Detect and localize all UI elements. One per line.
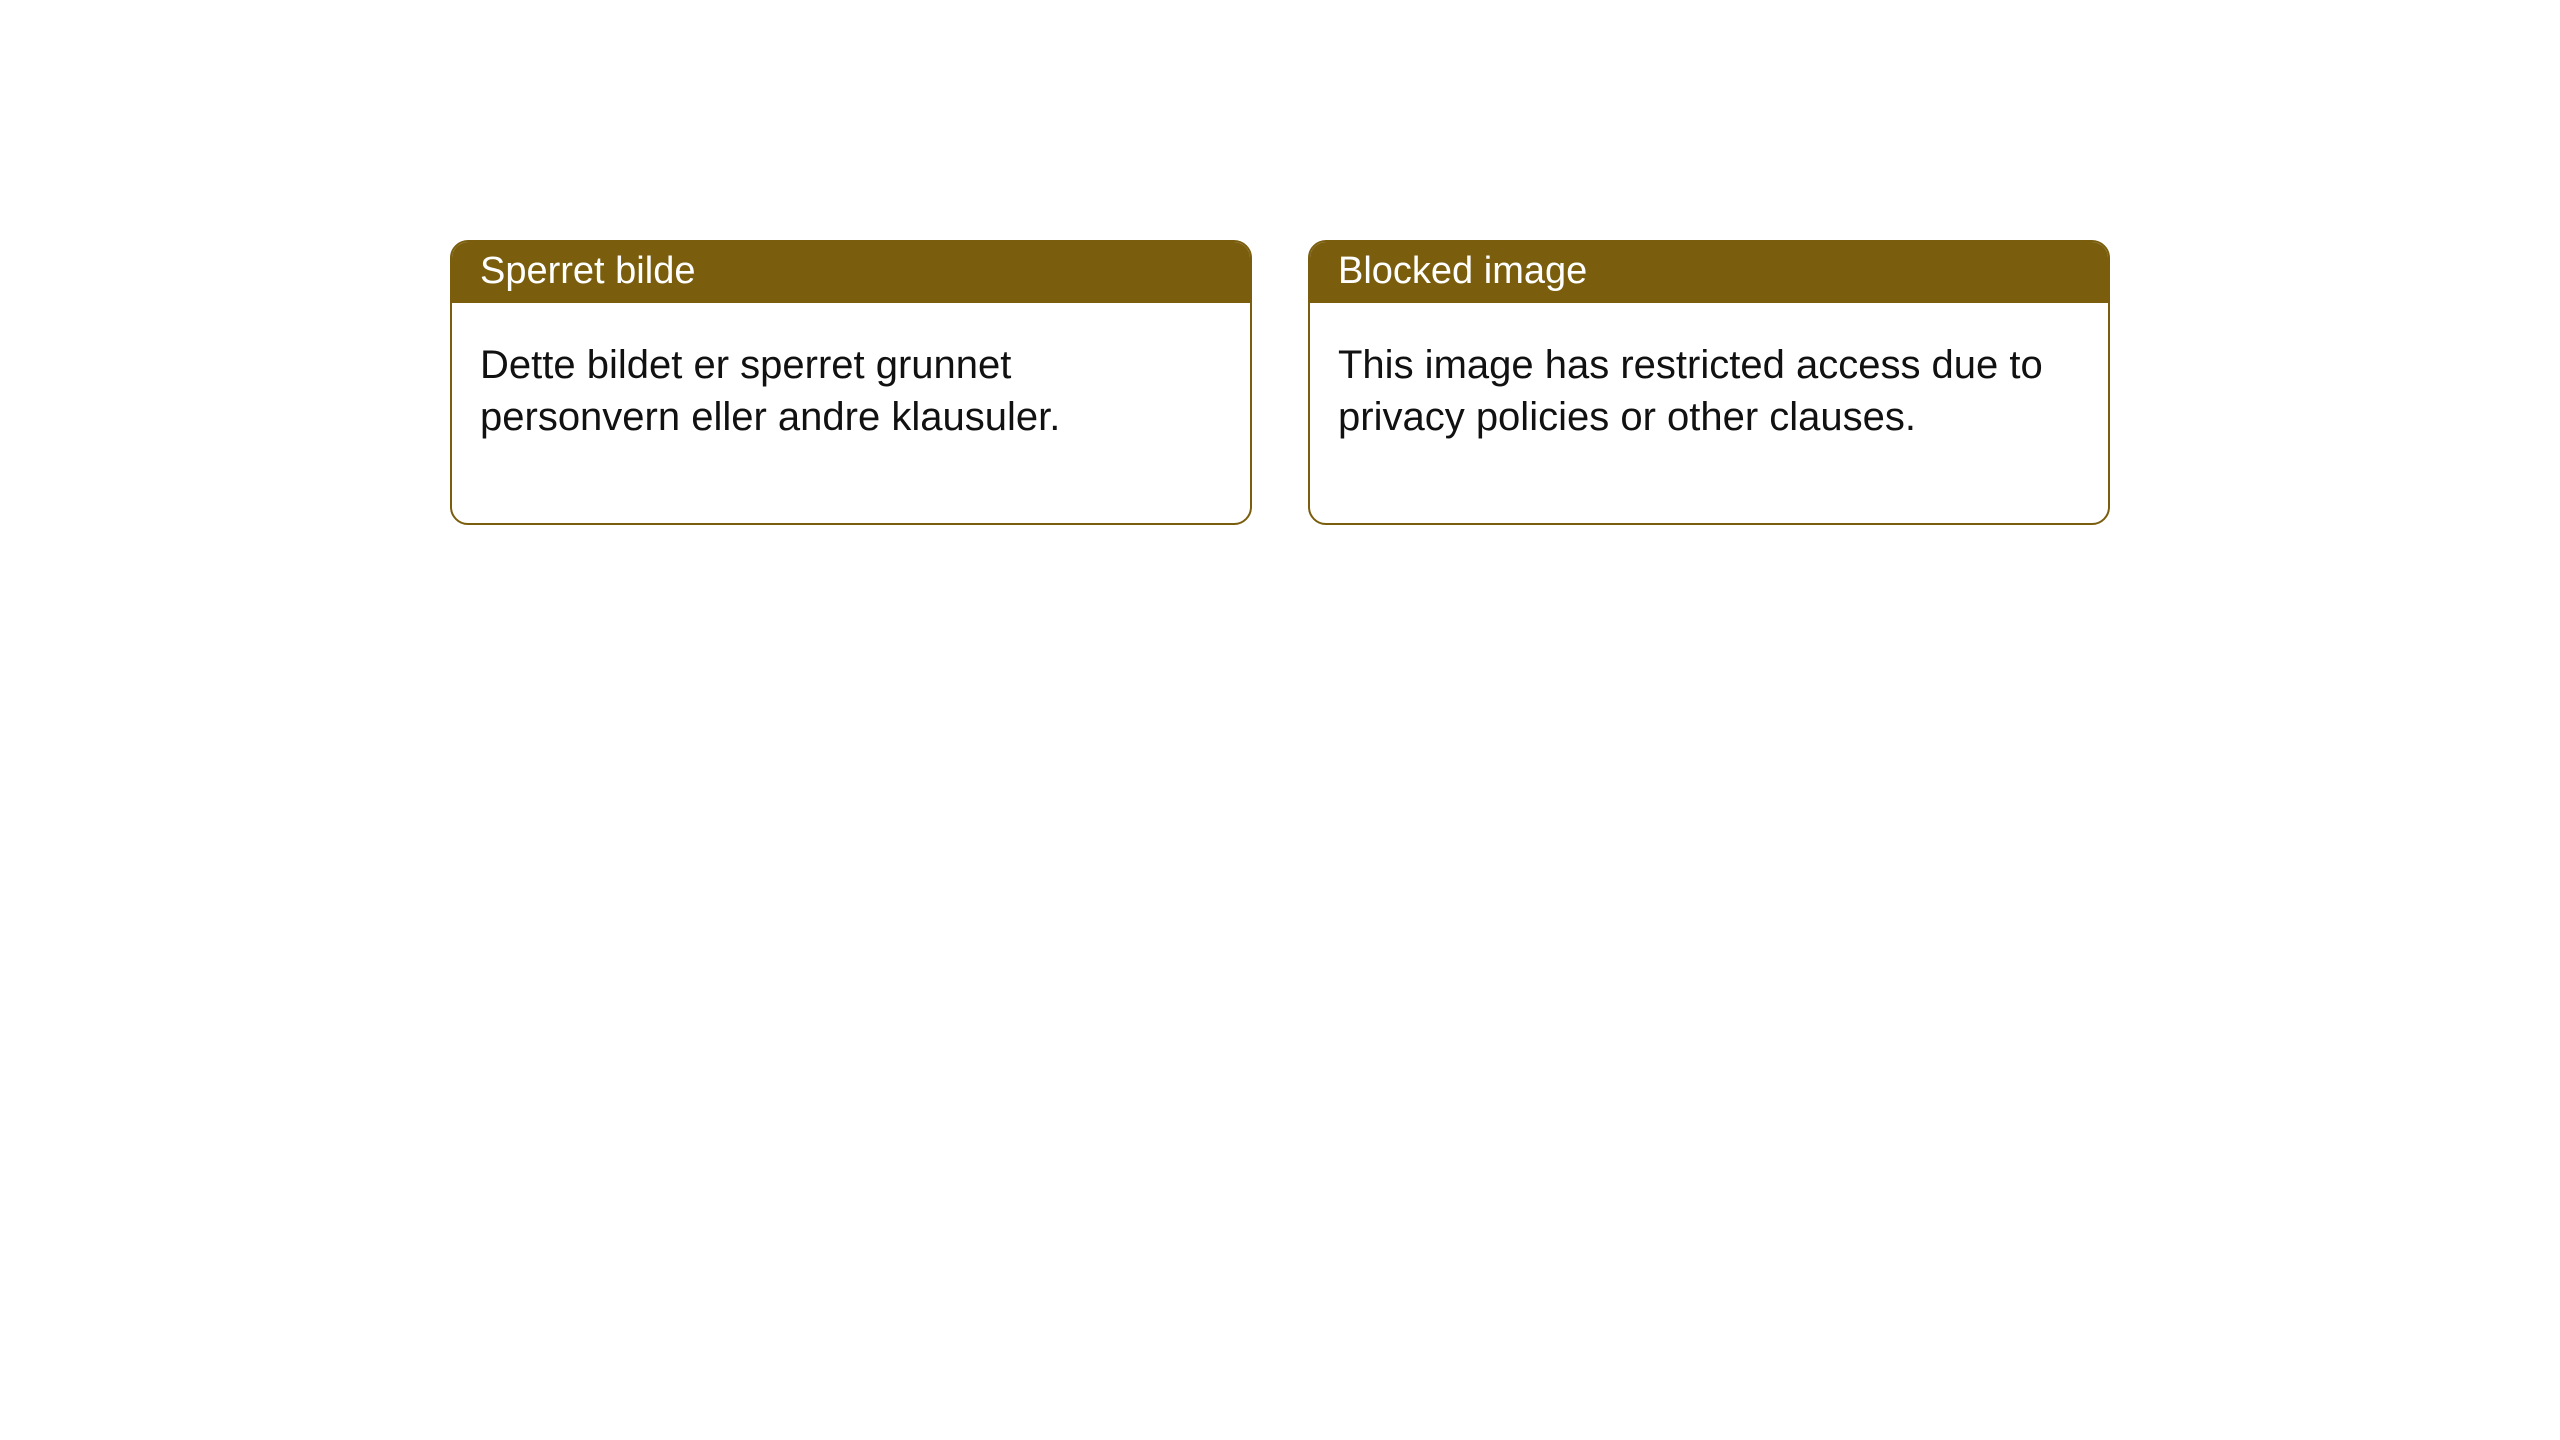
notice-card-body: This image has restricted access due to … [1310, 303, 2108, 523]
notice-container: Sperret bilde Dette bildet er sperret gr… [0, 0, 2560, 525]
notice-card-header: Blocked image [1310, 242, 2108, 303]
notice-card-en: Blocked image This image has restricted … [1308, 240, 2110, 525]
notice-card-no: Sperret bilde Dette bildet er sperret gr… [450, 240, 1252, 525]
notice-card-body: Dette bildet er sperret grunnet personve… [452, 303, 1250, 523]
notice-card-header: Sperret bilde [452, 242, 1250, 303]
